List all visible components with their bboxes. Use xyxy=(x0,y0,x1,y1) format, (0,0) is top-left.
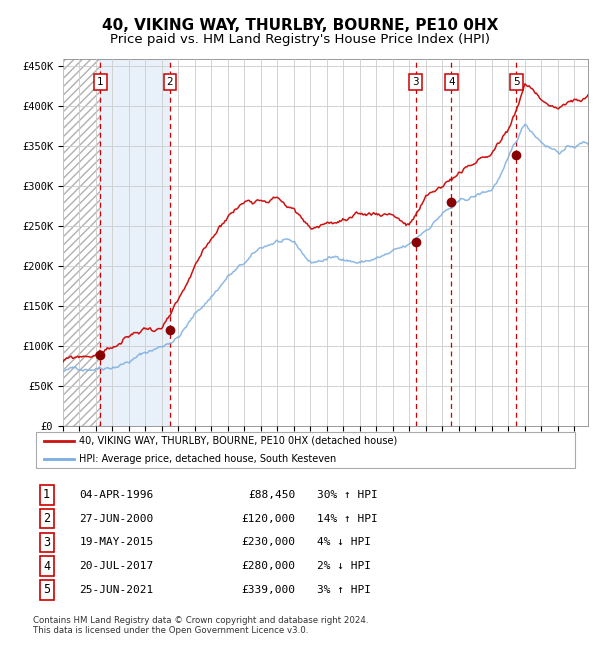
Text: 20-JUL-2017: 20-JUL-2017 xyxy=(79,561,154,571)
Text: 04-APR-1996: 04-APR-1996 xyxy=(79,490,154,500)
Text: 5: 5 xyxy=(43,584,50,597)
Text: 19-MAY-2015: 19-MAY-2015 xyxy=(79,538,154,547)
Text: 3: 3 xyxy=(43,536,50,549)
Text: Contains HM Land Registry data © Crown copyright and database right 2024.
This d: Contains HM Land Registry data © Crown c… xyxy=(33,616,368,635)
Text: 30% ↑ HPI: 30% ↑ HPI xyxy=(317,490,377,500)
Text: 27-JUN-2000: 27-JUN-2000 xyxy=(79,514,154,524)
Text: £88,450: £88,450 xyxy=(248,490,295,500)
FancyBboxPatch shape xyxy=(36,432,575,468)
Text: 4: 4 xyxy=(448,77,455,86)
Bar xyxy=(63,58,100,426)
Text: 2: 2 xyxy=(167,77,173,86)
Text: 4% ↓ HPI: 4% ↓ HPI xyxy=(317,538,371,547)
Text: 5: 5 xyxy=(513,77,520,86)
Text: £230,000: £230,000 xyxy=(241,538,295,547)
Text: 2% ↓ HPI: 2% ↓ HPI xyxy=(317,561,371,571)
Text: 40, VIKING WAY, THURLBY, BOURNE, PE10 0HX: 40, VIKING WAY, THURLBY, BOURNE, PE10 0H… xyxy=(102,18,498,33)
Text: £339,000: £339,000 xyxy=(241,585,295,595)
Text: 25-JUN-2021: 25-JUN-2021 xyxy=(79,585,154,595)
Text: Price paid vs. HM Land Registry's House Price Index (HPI): Price paid vs. HM Land Registry's House … xyxy=(110,32,490,46)
Text: £120,000: £120,000 xyxy=(241,514,295,524)
Text: 40, VIKING WAY, THURLBY, BOURNE, PE10 0HX (detached house): 40, VIKING WAY, THURLBY, BOURNE, PE10 0H… xyxy=(79,436,398,446)
Text: £280,000: £280,000 xyxy=(241,561,295,571)
Bar xyxy=(100,58,170,426)
Text: 14% ↑ HPI: 14% ↑ HPI xyxy=(317,514,377,524)
Text: 4: 4 xyxy=(43,560,50,573)
Text: 1: 1 xyxy=(97,77,104,86)
Text: 3% ↑ HPI: 3% ↑ HPI xyxy=(317,585,371,595)
Text: 3: 3 xyxy=(412,77,419,86)
Text: 1: 1 xyxy=(43,488,50,501)
Text: 2: 2 xyxy=(43,512,50,525)
Text: HPI: Average price, detached house, South Kesteven: HPI: Average price, detached house, Sout… xyxy=(79,454,337,463)
